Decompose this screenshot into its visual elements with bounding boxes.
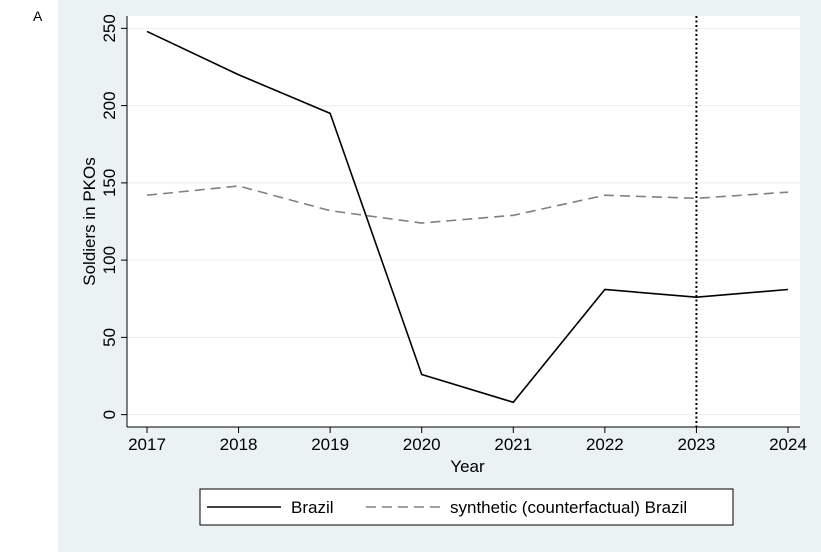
y-tick-label-100: 100 <box>100 246 119 274</box>
y-tick-label-150: 150 <box>100 169 119 197</box>
plot-area <box>127 16 800 427</box>
y-tick-label-250: 250 <box>100 14 119 42</box>
legend-box <box>199 488 734 526</box>
axes: 0 50 100 150 200 250 2017 2018 2019 2020 2021 2022 2… <box>100 14 807 454</box>
x-tick-label-2022: 2022 <box>586 435 624 454</box>
x-tick-label-2018: 2018 <box>220 435 258 454</box>
grid-lines <box>127 27 800 416</box>
x-axis-title: Year <box>450 457 485 476</box>
x-tick-label-2024: 2024 <box>769 435 807 454</box>
x-tick-label-2020: 2020 <box>403 435 441 454</box>
series-lines <box>146 30 789 404</box>
y-axis-title: Soldiers in PKOs <box>80 157 99 286</box>
legend-label-synthetic-brazil: synthetic (counterfactual) Brazil <box>450 498 687 517</box>
series-line-brazil <box>146 30 789 404</box>
y-tick-label-50: 50 <box>100 328 119 347</box>
x-tick-label-2017: 2017 <box>128 435 166 454</box>
y-tick-label-200: 200 <box>100 91 119 119</box>
x-tick-label-2019: 2019 <box>311 435 349 454</box>
series-line-synthetic-brazil <box>146 185 789 224</box>
legend: Brazil synthetic (counterfactual) Brazil <box>199 488 734 526</box>
panel-label: A <box>33 8 43 24</box>
y-tick-label-0: 0 <box>100 410 119 419</box>
x-tick-label-2021: 2021 <box>494 435 532 454</box>
x-tick-label-2023: 2023 <box>678 435 716 454</box>
legend-label-brazil: Brazil <box>291 498 334 517</box>
